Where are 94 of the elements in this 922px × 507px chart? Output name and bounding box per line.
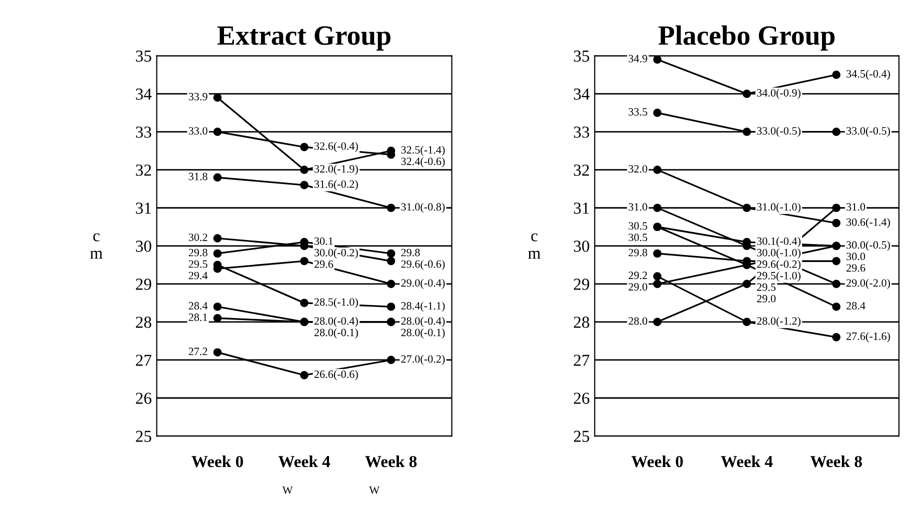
y-tick-label: 27 bbox=[136, 354, 152, 366]
data-label: 34.5(-0.4) bbox=[846, 70, 890, 80]
data-label: 28.0(-0.4) bbox=[401, 316, 445, 327]
data-label: 32.0 bbox=[628, 165, 648, 173]
data-label: 29.4 bbox=[188, 272, 208, 280]
text: W bbox=[282, 486, 293, 494]
data-label: 27.2 bbox=[188, 348, 208, 356]
data-label: 34.0(-0.9) bbox=[757, 88, 800, 99]
data-label: 29.6 bbox=[314, 260, 334, 268]
data-label: 28.4 bbox=[846, 302, 866, 310]
x-tick-label: Week 4 bbox=[278, 455, 330, 468]
x-tick-label: Week 0 bbox=[192, 455, 244, 468]
data-label: 29.0 bbox=[757, 294, 776, 302]
y-tick-label: 29 bbox=[574, 278, 590, 290]
data-label: 30.2 bbox=[188, 234, 208, 242]
data-label: 31.0(-0.8) bbox=[401, 202, 445, 213]
y-tick-label: 34 bbox=[574, 88, 590, 100]
text: W bbox=[369, 486, 380, 494]
data-label: 30.1(-0.4) bbox=[757, 237, 800, 248]
y-tick-label: 35 bbox=[136, 50, 152, 62]
x-tick-label: Week 0 bbox=[631, 455, 683, 468]
data-label: 28.4 bbox=[188, 302, 208, 310]
data-label: 30.0(-1.0) bbox=[757, 248, 800, 259]
data-label: 30.5 bbox=[628, 234, 648, 242]
data-label: 29.0 bbox=[628, 283, 648, 291]
y-tick-label: 28 bbox=[136, 316, 152, 328]
data-label: 33.9 bbox=[188, 92, 208, 100]
x-tick-label: Week 8 bbox=[365, 455, 417, 468]
data-label: 28.0 bbox=[628, 317, 648, 325]
data-label: 29.6 bbox=[846, 264, 866, 272]
y-tick-label: 31 bbox=[574, 202, 589, 214]
x-tick-label: Week 4 bbox=[720, 455, 773, 468]
data-label: 30.0(-0.2) bbox=[314, 248, 358, 259]
data-label: 31.0 bbox=[628, 203, 648, 211]
data-label: 29.8 bbox=[628, 248, 648, 256]
data-label: 31.0(-1.0) bbox=[757, 202, 800, 213]
data-label: 30.5 bbox=[628, 222, 648, 230]
y-tick-label: 30 bbox=[136, 240, 152, 252]
y-tick-label: 29 bbox=[136, 278, 152, 290]
data-label: 29.5 bbox=[188, 260, 208, 268]
y-tick-label: 33 bbox=[136, 126, 152, 138]
data-label: 27.6(-1.6) bbox=[846, 332, 890, 342]
data-label: 29.6(-0.6) bbox=[401, 260, 445, 270]
data-label: 30.6(-1.4) bbox=[846, 218, 890, 228]
data-label: 28.5(-1.0) bbox=[314, 298, 358, 308]
y-tick-label: 26 bbox=[574, 392, 590, 404]
data-label: 28.4(-1.1) bbox=[401, 302, 445, 312]
data-label: 29.0(-0.4) bbox=[401, 278, 445, 289]
y-tick-label: 32 bbox=[136, 164, 151, 176]
data-label: 32.4(-0.6) bbox=[401, 157, 445, 168]
y-tick-label: 30 bbox=[574, 240, 590, 252]
data-label: 29.5(-1.0) bbox=[757, 272, 800, 282]
y-tick-label: 26 bbox=[136, 392, 152, 404]
data-label: 32.0(-1.9) bbox=[314, 164, 358, 175]
chart-title: Placebo Group bbox=[658, 25, 835, 51]
y-tick-label: 27 bbox=[574, 354, 590, 366]
y-tick-label: 33 bbox=[574, 126, 590, 138]
data-label: 32.6(-0.4) bbox=[314, 142, 358, 152]
data-label: 26.6(-0.6) bbox=[314, 370, 358, 380]
data-label: 29.2 bbox=[628, 272, 647, 280]
y-tick-label: 34 bbox=[136, 88, 152, 100]
data-label: 28.0(-0.4) bbox=[314, 316, 358, 327]
data-label: 31.6(-0.2) bbox=[314, 180, 358, 190]
data-label: 34.9 bbox=[628, 54, 648, 62]
data-label: 29.0(-2.0) bbox=[846, 278, 890, 289]
y-axis-title: cm bbox=[90, 233, 103, 259]
y-tick-label: 28 bbox=[574, 316, 590, 328]
data-label: 31.8 bbox=[188, 172, 208, 180]
data-label: 29.8 bbox=[401, 248, 420, 256]
data-label: 29.5 bbox=[757, 283, 776, 291]
data-label: 33.0(-0.5) bbox=[846, 126, 890, 137]
data-label: 29.6(-0.2) bbox=[757, 260, 800, 270]
x-tick-label: Week 8 bbox=[810, 455, 862, 468]
y-tick-label: 35 bbox=[574, 50, 590, 62]
y-tick-label: 25 bbox=[136, 430, 152, 442]
data-label: 29.8 bbox=[188, 248, 208, 256]
data-label: 28.0(-0.1) bbox=[401, 328, 445, 338]
y-axis-title: cm bbox=[528, 233, 540, 259]
data-label: 31.0 bbox=[846, 203, 866, 211]
data-label: 30.0 bbox=[846, 252, 866, 260]
data-label: 30.0(-0.5) bbox=[846, 240, 890, 251]
data-label: 33.5 bbox=[628, 108, 648, 116]
data-label: 27.0(-0.2) bbox=[401, 354, 445, 366]
data-label: 28.1 bbox=[188, 314, 208, 322]
data-label: 33.0(-0.5) bbox=[757, 126, 800, 137]
data-label: 33.0 bbox=[188, 127, 208, 135]
data-label: 28.0(-0.1) bbox=[314, 328, 358, 338]
data-label: 28.0(-1.2) bbox=[757, 316, 800, 327]
data-label: 32.5(-1.4) bbox=[401, 146, 445, 156]
y-tick-label: 25 bbox=[574, 430, 590, 442]
y-tick-label: 31 bbox=[136, 202, 151, 214]
y-tick-label: 32 bbox=[574, 164, 589, 176]
data-label: 30.1 bbox=[314, 237, 333, 245]
chart-title: Extract Group bbox=[217, 26, 390, 51]
